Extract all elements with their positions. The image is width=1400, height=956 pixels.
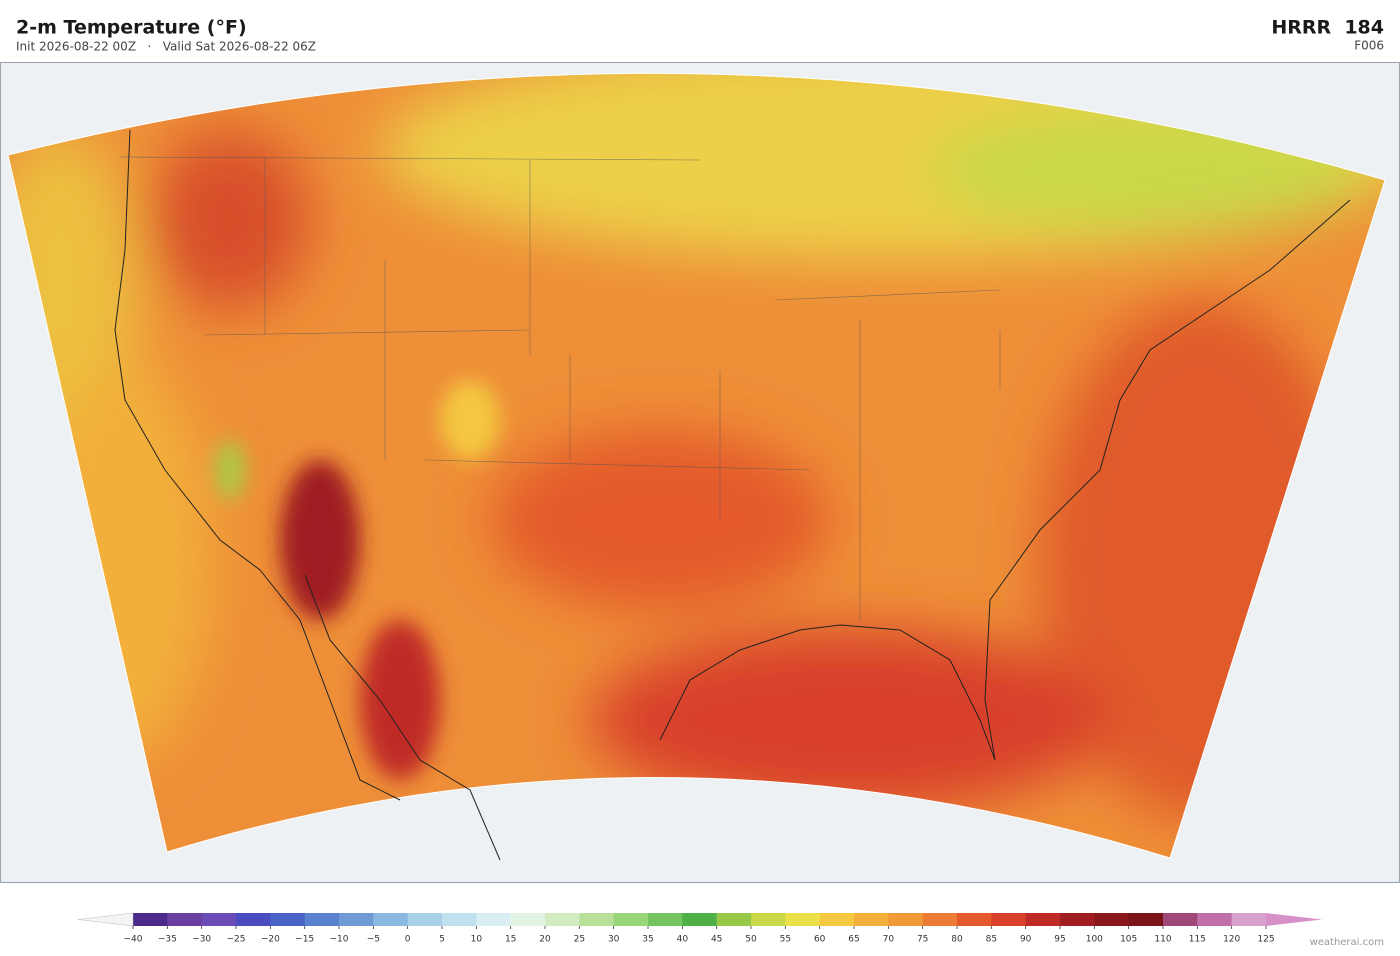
colorbar-tick-label: −10 [330, 935, 349, 945]
colorbar: −40 −35 −30 −25 −20 −15 −10 −5 0 5 10 15 20 25 30 35 40 4… [77, 912, 1322, 945]
map-frame [0, 62, 1400, 883]
colorbar-bin [270, 913, 306, 926]
colorbar-tick-label: 55 [780, 935, 791, 945]
colorbar-tick-label: 125 [1257, 935, 1274, 945]
colorbar-tick-label: 5 [439, 935, 445, 945]
credit: weatherai.com [1310, 937, 1384, 948]
colorbar-bin [476, 913, 512, 926]
forecast-hour: F006 [1354, 39, 1384, 53]
colorbar-bin [785, 913, 821, 926]
temperature-field [8, 73, 1385, 859]
colorbar-bin [648, 913, 683, 926]
colorbar-bin [1060, 913, 1095, 926]
colorbar-tick-label: 40 [677, 935, 689, 945]
colorbar-bin [682, 913, 718, 926]
colorbar-bin [236, 913, 271, 926]
colorbar-tick-label: −20 [261, 935, 280, 945]
colorbar-tick-label: 60 [814, 935, 826, 945]
colorbar-bin [304, 913, 340, 926]
colorbar-tick-label: 90 [1020, 935, 1032, 945]
colorbar-tick-label: 115 [1189, 935, 1206, 945]
colorbar-bin [1231, 913, 1267, 926]
colorbar-bin [716, 913, 752, 926]
colorbar-over [1266, 913, 1322, 926]
colorbar-tick-label: −5 [367, 935, 380, 945]
colorbar-tick-label: −30 [192, 935, 211, 945]
map-title: 2-m Temperature (°F) [16, 17, 247, 39]
colorbar-tick-label: 15 [505, 935, 516, 945]
colorbar-tick-label: 75 [917, 935, 928, 945]
colorbar-tick-label: 25 [574, 935, 585, 945]
colorbar-bin [957, 913, 992, 926]
colorbar-bin [339, 913, 374, 926]
colorbar-tick-label: 85 [986, 935, 997, 945]
colorbar-bin [613, 913, 649, 926]
colorbar-bin [888, 913, 924, 926]
colorbar-bin [133, 913, 168, 926]
colorbar-bin [373, 913, 409, 926]
colorbar-tick-label: 100 [1086, 935, 1103, 945]
colorbar-tick-label: −15 [295, 935, 314, 945]
colorbar-under [77, 912, 134, 927]
colorbar-tick-label: 45 [711, 935, 722, 945]
colorbar-tick-label: 105 [1120, 935, 1137, 945]
colorbar-tick-label: 65 [848, 935, 859, 945]
colorbar-bin [442, 913, 477, 926]
colorbar-bin [1163, 913, 1198, 926]
coastlines [114, 129, 1351, 861]
colorbar-bin [1128, 913, 1164, 926]
colorbar-tick-label: 20 [539, 935, 551, 945]
colorbar-bin [819, 913, 855, 926]
colorbar-bin [510, 913, 546, 926]
colorbar-tick-label: 70 [883, 935, 895, 945]
colorbar-bin [579, 913, 615, 926]
state-borders [119, 156, 1001, 620]
colorbar-bin [991, 913, 1027, 926]
colorbar-tick-label: 50 [745, 935, 757, 945]
colorbar-bin [407, 913, 443, 926]
model-label: HRRR 184 [1271, 17, 1384, 39]
colorbar-bin [751, 913, 786, 926]
colorbar-tick-label: 10 [471, 935, 483, 945]
colorbar-tick-label: −25 [227, 935, 246, 945]
colorbar-bin [922, 913, 958, 926]
colorbar-bin [545, 913, 580, 926]
colorbar-tick-label: 30 [608, 935, 620, 945]
colorbar-tick-label: −40 [124, 935, 143, 945]
colorbar-tick-label: −35 [158, 935, 177, 945]
colorbar-tick-label: 95 [1054, 935, 1065, 945]
colorbar-tick-label: 80 [951, 935, 963, 945]
colorbar-bin [167, 913, 203, 926]
colorbar-bin [1094, 913, 1130, 926]
colorbar-bin [854, 913, 889, 926]
colorbar-bin [1025, 913, 1061, 926]
colorbar-bin [201, 913, 237, 926]
colorbar-tick-label: 120 [1223, 935, 1240, 945]
colorbar-tick-label: 0 [405, 935, 411, 945]
colorbar-tick-label: 110 [1154, 935, 1171, 945]
colorbar-bin [1197, 913, 1233, 926]
map-subtitle: Init 2026-08-22 00Z · Valid Sat 2026-08-… [16, 40, 316, 54]
colorbar-tick-label: 35 [642, 935, 653, 945]
